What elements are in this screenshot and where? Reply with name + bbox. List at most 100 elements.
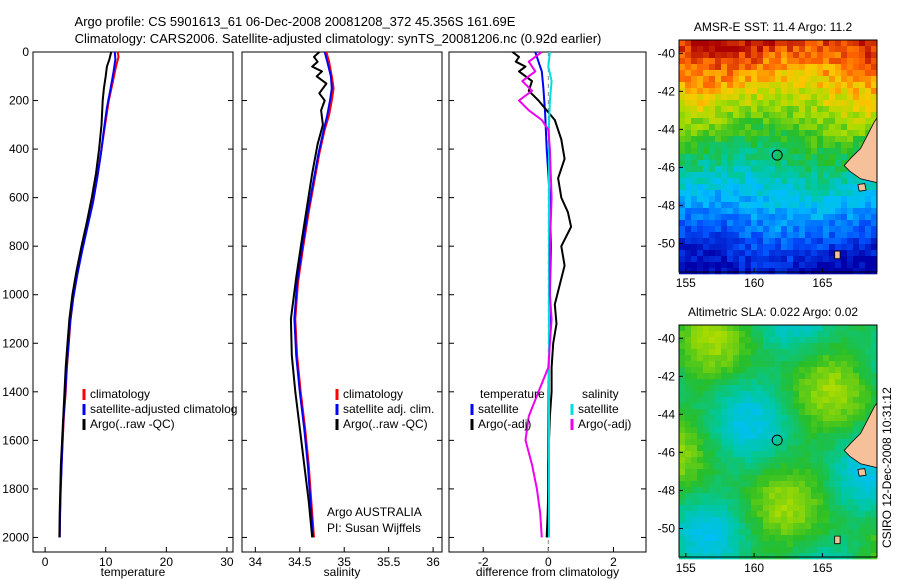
heatmap-cell (685, 367, 692, 374)
heatmap-cell (769, 451, 776, 458)
heatmap-cell (769, 481, 776, 488)
heatmap-cell (697, 373, 704, 380)
heatmap-cell (859, 244, 866, 251)
heatmap-cell (805, 124, 812, 131)
heatmap-cell (871, 244, 878, 251)
heatmap-cell (751, 511, 758, 518)
heatmap-cell (691, 469, 698, 476)
heatmap-cell (715, 184, 722, 191)
heatmap-cell (733, 70, 740, 77)
heatmap-cell (775, 433, 782, 440)
heatmap-cell (823, 427, 830, 434)
heatmap-cell (739, 130, 746, 137)
heatmap-cell (763, 160, 770, 167)
heatmap-cell (853, 256, 860, 263)
heatmap-cell (781, 70, 788, 77)
heatmap-cell (865, 178, 872, 185)
heatmap-cell (853, 361, 860, 368)
heatmap-cell (805, 355, 812, 362)
heatmap-cell (757, 373, 764, 380)
heatmap-cell (823, 202, 830, 209)
heatmap-cell (769, 415, 776, 422)
heatmap-cell (709, 64, 716, 71)
heatmap-cell (751, 262, 758, 269)
heatmap-cell (715, 421, 722, 428)
heatmap-cell (775, 94, 782, 101)
heatmap-cell (763, 391, 770, 398)
series-line-2-3 (518, 51, 553, 538)
heatmap-cell (727, 46, 734, 53)
heatmap-cell (775, 196, 782, 203)
heatmap-cell (817, 427, 824, 434)
heatmap-cell (781, 88, 788, 95)
heatmap-cell (865, 58, 872, 65)
heatmap-cell (805, 481, 812, 488)
heatmap-cell (775, 421, 782, 428)
heatmap-cell (709, 184, 716, 191)
heatmap-cell (853, 541, 860, 548)
heatmap-cell (739, 535, 746, 542)
heatmap-cell (685, 439, 692, 446)
heatmap-cell (793, 457, 800, 464)
heatmap-cell (787, 106, 794, 113)
heatmap-cell (853, 94, 860, 101)
heatmap-cells (679, 40, 878, 275)
heatmap-cell (757, 349, 764, 356)
heatmap-cell (781, 535, 788, 542)
heatmap-cell (781, 76, 788, 83)
heatmap-cell (787, 214, 794, 221)
heatmap-cell (799, 439, 806, 446)
heatmap-cell (697, 178, 704, 185)
heatmap-cell (811, 112, 818, 119)
heatmap-cell (829, 403, 836, 410)
heatmap-cell (745, 232, 752, 239)
heatmap-cell (751, 457, 758, 464)
heatmap-cell (859, 76, 866, 83)
heatmap-cell (793, 136, 800, 143)
heatmap-cell (733, 457, 740, 464)
heatmap-cell (769, 70, 776, 77)
heatmap-cell (703, 124, 710, 131)
heatmap-cell (805, 88, 812, 95)
heatmap-cell (769, 367, 776, 374)
heatmap-cell (835, 118, 842, 125)
heatmap-cell (745, 343, 752, 350)
heatmap-cell (721, 493, 728, 500)
heatmap-cell (757, 124, 764, 131)
heatmap-cell (781, 373, 788, 380)
heatmap-cell (811, 367, 818, 374)
heatmap-cell (769, 511, 776, 518)
heatmap-cell (805, 70, 812, 77)
heatmap-cell (739, 493, 746, 500)
heatmap-cell (721, 238, 728, 245)
heatmap-cell (727, 100, 734, 107)
heatmap-cell (835, 343, 842, 350)
heatmap-cell (841, 262, 848, 269)
heatmap-cell (859, 46, 866, 53)
heatmap-cell (733, 226, 740, 233)
heatmap-cell (871, 361, 878, 368)
heatmap-cell (853, 64, 860, 71)
heatmap-cell (829, 361, 836, 368)
heatmap-cell (811, 373, 818, 380)
heatmap-cell (709, 142, 716, 149)
heatmap-cell (817, 166, 824, 173)
heatmap-cell (763, 397, 770, 404)
heatmap-cell (679, 541, 686, 548)
heatmap-cell (781, 64, 788, 71)
heatmap-cell (859, 475, 866, 482)
heatmap-cell (841, 493, 848, 500)
heatmap-cell (763, 220, 770, 227)
heatmap-cell (853, 226, 860, 233)
heatmap-cell (751, 244, 758, 251)
heatmap-cell (787, 415, 794, 422)
heatmap-cell (751, 523, 758, 530)
heatmap-cell (679, 58, 686, 65)
heatmap-cell (841, 244, 848, 251)
heatmap-cell (859, 202, 866, 209)
heatmap-cell (793, 106, 800, 113)
heatmap-cell (727, 367, 734, 374)
heatmap-cell (709, 148, 716, 155)
heatmap-cell (847, 130, 854, 137)
heatmap-cell (775, 70, 782, 77)
